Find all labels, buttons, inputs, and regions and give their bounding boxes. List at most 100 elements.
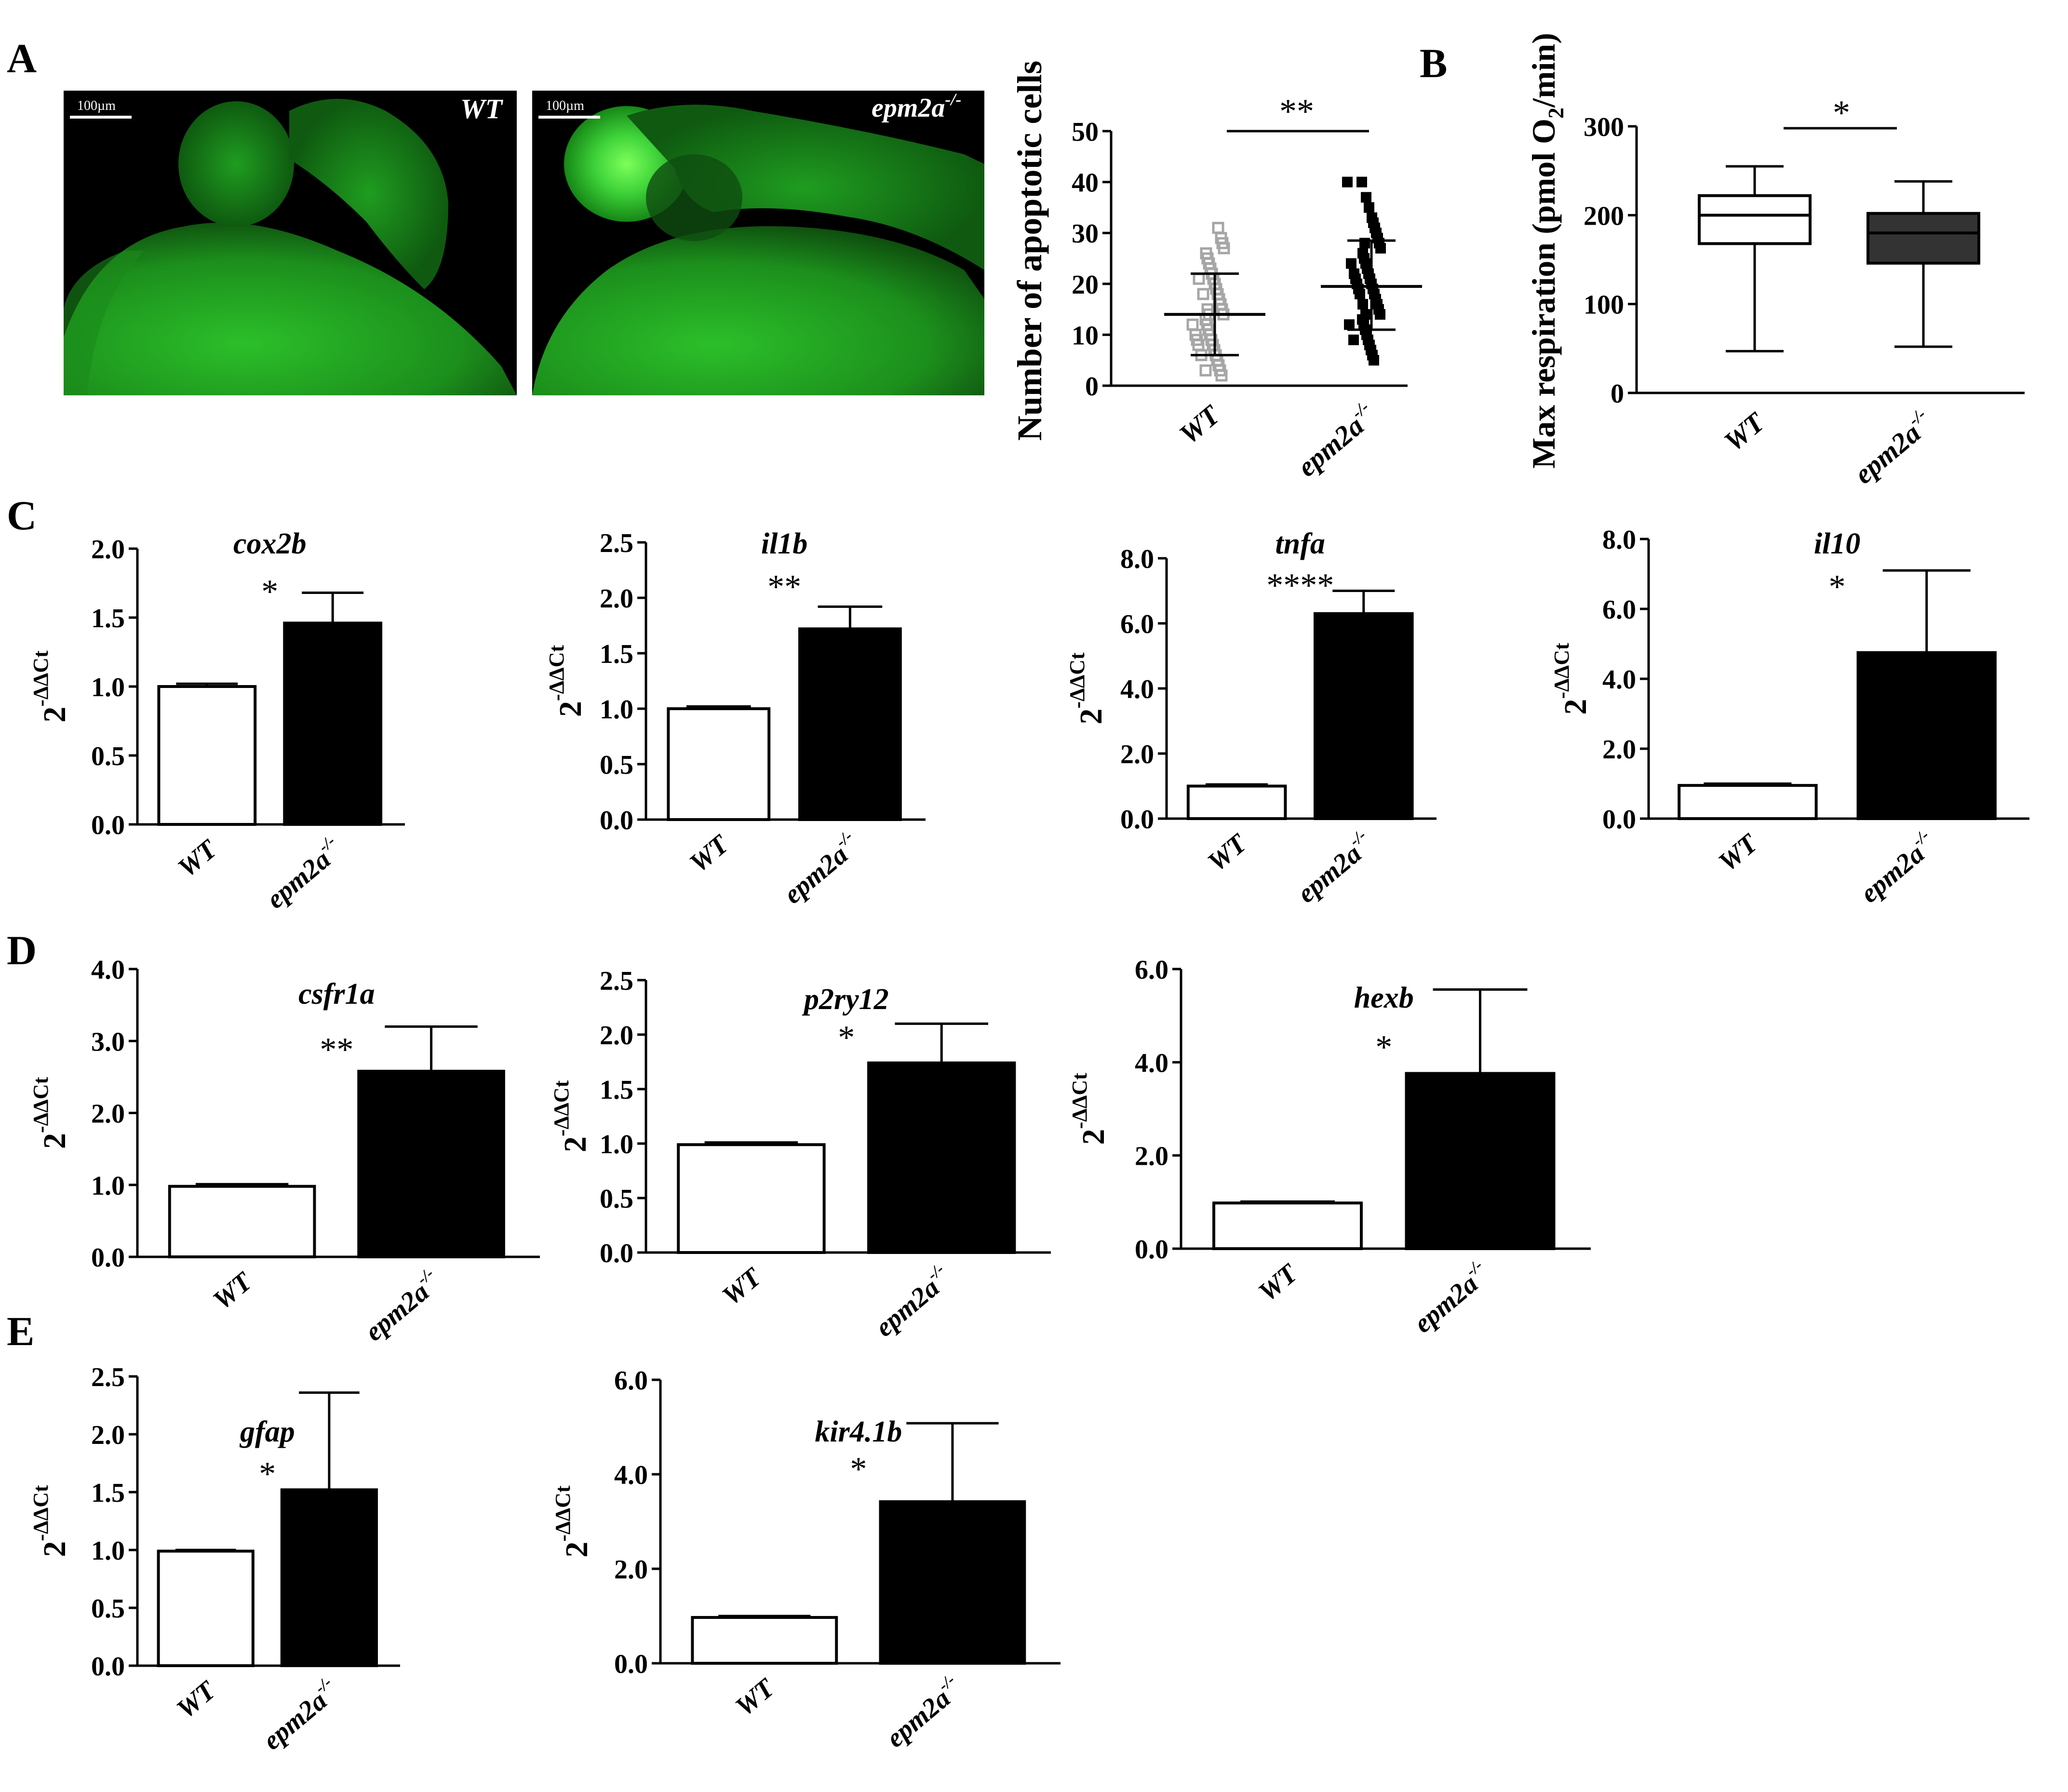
panel-letter-a: A bbox=[7, 35, 37, 81]
csfr1a-y-axis-label-base: 2 bbox=[37, 1133, 72, 1149]
hexb-y-axis-label-base: 2 bbox=[1076, 1129, 1111, 1145]
il10-y-axis-label: 2-ΔΔCt bbox=[1550, 643, 1593, 715]
il1b-x-label-ko-base: epm2a bbox=[778, 840, 854, 910]
apoptosis-point-ko bbox=[1342, 176, 1353, 188]
cox2b-y-tick-label: 0.5 bbox=[91, 741, 125, 771]
kir41b-y-tick-label: 4.0 bbox=[614, 1460, 648, 1490]
il1b-y-axis-label: 2-ΔΔCt bbox=[545, 645, 588, 717]
gfap-y-axis-label: 2-ΔΔCt bbox=[29, 1485, 72, 1557]
respiration-y-axis-label-b: /min) bbox=[1525, 33, 1562, 108]
kir41b-title: kir4.1b bbox=[815, 1415, 902, 1448]
il10-y-tick-label: 8.0 bbox=[1602, 525, 1636, 555]
il1b-x-label-ko: epm2a-/- bbox=[776, 826, 866, 910]
chart-kir41b: 0.0 2.0 4.0 6.0 kir4.1b* WT epm2a-/- 2-ΔΔCt bbox=[551, 1366, 1061, 1753]
apoptosis-y-tick-label: 10 bbox=[1072, 321, 1099, 350]
cox2b-x-label-wt: WT bbox=[172, 834, 223, 883]
hexb-significance: * bbox=[1375, 1029, 1392, 1066]
respiration-significance: * bbox=[1833, 94, 1850, 132]
gfap-bar-wt bbox=[157, 1549, 255, 1667]
il10-bar-wt bbox=[1678, 784, 1818, 820]
respiration-x-label-ko: epm2a-/- bbox=[1846, 404, 1939, 490]
micrograph-epm2a-label-base: epm2a bbox=[872, 93, 945, 123]
gfap-title: gfap bbox=[239, 1415, 295, 1448]
respiration-y-tick-label: 0 bbox=[1611, 379, 1624, 409]
apoptosis-point-wt bbox=[1199, 364, 1212, 377]
cox2b-bar-wt bbox=[157, 685, 257, 826]
gfap-significance: * bbox=[259, 1455, 276, 1493]
apoptosis-point-wt bbox=[1218, 242, 1230, 255]
p2ry12-y-tick-label: 0.5 bbox=[600, 1184, 633, 1214]
micrograph-epm2a-scale-bar bbox=[538, 116, 600, 119]
kir41b-y-tick-label: 0.0 bbox=[614, 1649, 648, 1679]
hexb-y-tick-label: 0.0 bbox=[1135, 1235, 1168, 1265]
apoptosis-point-wt bbox=[1212, 222, 1224, 234]
micrograph-wt-scale-label: 100µm bbox=[77, 98, 116, 113]
p2ry12-y-axis-label-base: 2 bbox=[558, 1136, 593, 1152]
csfr1a-bar-ko bbox=[357, 1069, 505, 1259]
il1b-x-label-wt: WT bbox=[684, 829, 735, 878]
tnfa-significance: **** bbox=[1266, 567, 1334, 604]
gfap-y-tick-label: 0.0 bbox=[91, 1652, 125, 1682]
csfr1a-title: csfr1a bbox=[298, 978, 375, 1011]
il10-y-axis-label-base: 2 bbox=[1558, 699, 1593, 715]
apoptosis-point-ko bbox=[1364, 202, 1374, 213]
respiration-y-axis-label-sub: 2 bbox=[1544, 108, 1568, 119]
csfr1a-y-tick-label: 1.0 bbox=[91, 1171, 125, 1201]
apoptosis-point-ko bbox=[1361, 192, 1371, 203]
gfap-x-label-ko: epm2a-/- bbox=[255, 1672, 345, 1756]
micrograph-epm2a-label-sup: -/- bbox=[945, 90, 961, 109]
panel-letter-d: D bbox=[7, 927, 37, 973]
apoptosis-point-wt bbox=[1193, 272, 1205, 285]
panel-letter-e: E bbox=[7, 1308, 34, 1354]
tnfa-bar-wt bbox=[1186, 784, 1287, 820]
apoptosis-point-wt bbox=[1197, 288, 1209, 300]
p2ry12-y-axis-label: 2-ΔΔCt bbox=[550, 1080, 593, 1153]
chart-gfap: 0.0 0.5 1.0 1.5 2.0 2.5 gfap * WT epm2a-/- 2-ΔΔCt bbox=[29, 1362, 400, 1756]
micrograph-wt bbox=[64, 91, 517, 395]
hexb-y-tick-label: 6.0 bbox=[1135, 955, 1168, 985]
gfap-y-tick-label: 0.5 bbox=[91, 1594, 125, 1624]
p2ry12-y-tick-label: 2.0 bbox=[600, 1021, 633, 1051]
hexb-y-axis-label: 2-ΔΔCt bbox=[1068, 1073, 1111, 1145]
respiration-y-tick-label: 300 bbox=[1584, 112, 1624, 142]
apoptosis-point-ko bbox=[1369, 355, 1379, 366]
p2ry12-y-tick-label: 1.0 bbox=[600, 1130, 633, 1159]
panel-letter-c: C bbox=[7, 492, 37, 539]
kir41b-y-tick-label: 2.0 bbox=[614, 1555, 648, 1585]
csfr1a-significance: ** bbox=[320, 1031, 353, 1068]
cox2b-y-axis-label-base: 2 bbox=[37, 707, 72, 723]
chart-cox2b: 0.0 0.5 1.0 1.5 2.0 cox2b * WT epm2a-/- 2-ΔΔCt bbox=[29, 527, 405, 915]
il1b-bar-wt bbox=[667, 707, 771, 821]
gfap-y-axis-label-base: 2 bbox=[37, 1541, 72, 1557]
tnfa-y-tick-label: 4.0 bbox=[1120, 674, 1154, 704]
chart-il10: 0.0 2.0 4.0 6.0 8.0 il10 * WT epm2a-/- 2-ΔΔCt bbox=[1550, 525, 2029, 909]
cox2b-y-axis-label-sup: -ΔΔCt bbox=[29, 650, 53, 707]
apoptosis-y-tick-label: 20 bbox=[1072, 270, 1099, 300]
gfap-bar-ko bbox=[280, 1488, 378, 1667]
il1b-y-tick-label: 0.0 bbox=[600, 806, 633, 835]
hexb-y-tick-label: 2.0 bbox=[1135, 1142, 1168, 1172]
tnfa-y-tick-label: 0.0 bbox=[1120, 805, 1154, 835]
p2ry12-y-axis-label-sup: -ΔΔCt bbox=[550, 1080, 573, 1137]
respiration-y-axis-label-a: Max respiration (pmol O bbox=[1525, 119, 1562, 469]
csfr1a-y-tick-label: 0.0 bbox=[91, 1243, 125, 1273]
il1b-y-axis-label-sup: -ΔΔCt bbox=[545, 645, 568, 701]
cox2b-x-label-ko-base: epm2a bbox=[261, 845, 336, 915]
respiration-y-tick-label: 200 bbox=[1584, 201, 1624, 231]
apoptosis-x-label-ko-base: epm2a bbox=[1291, 410, 1370, 483]
p2ry12-bar-wt bbox=[677, 1143, 826, 1254]
kir41b-y-axis-label-sup: -ΔΔCt bbox=[551, 1485, 575, 1542]
p2ry12-significance: * bbox=[838, 1019, 855, 1056]
apoptosis-point-ko bbox=[1348, 334, 1359, 345]
chart-csfr1a: 0.0 1.0 2.0 3.0 4.0 csfr1a ** WT epm2a-/- 2-ΔΔCt bbox=[29, 955, 540, 1347]
il10-y-tick-label: 2.0 bbox=[1602, 735, 1636, 765]
apoptosis-point-ko bbox=[1357, 299, 1368, 310]
il1b-title: il1b bbox=[761, 527, 807, 560]
apoptosis-x-label-wt: WT bbox=[1173, 399, 1226, 450]
il10-x-label-ko-base: epm2a bbox=[1854, 839, 1930, 909]
gfap-x-label-ko-base: epm2a bbox=[257, 1686, 333, 1756]
respiration-box-ko bbox=[1867, 212, 1980, 265]
p2ry12-y-tick-label: 2.5 bbox=[600, 966, 633, 996]
chart-p2ry12: 0.0 0.5 1.0 1.5 2.0 2.5 p2ry12* WT epm2a-/- 2-ΔΔC… bbox=[550, 966, 1051, 1343]
tnfa-y-axis-label-base: 2 bbox=[1074, 709, 1109, 725]
